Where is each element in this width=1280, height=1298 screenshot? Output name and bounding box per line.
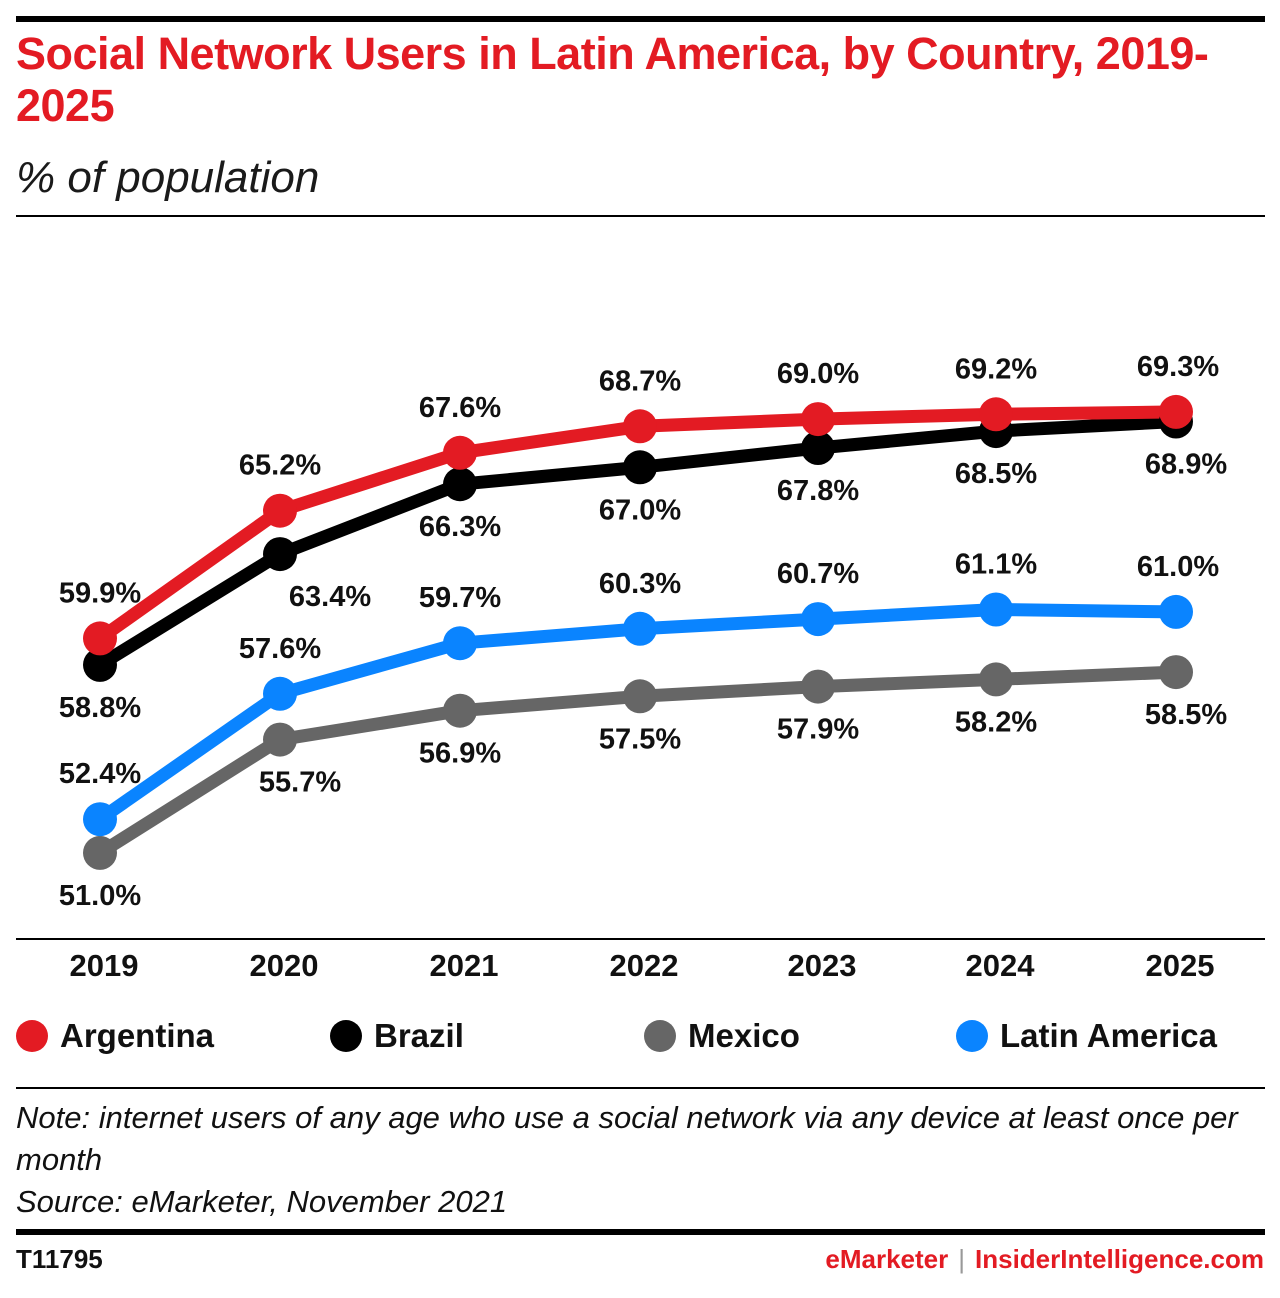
data-label-brazil-2022: 67.0% xyxy=(599,494,681,526)
data-point-brazil-2022 xyxy=(623,450,657,485)
brand-footer: eMarketer | InsiderIntelligence.com xyxy=(825,1244,1264,1275)
data-label-latin-america-2021: 59.7% xyxy=(419,582,501,614)
chart-id: T11795 xyxy=(16,1244,103,1274)
legend-marker-argentina xyxy=(16,1020,48,1052)
subtitle-rule xyxy=(16,215,1265,217)
data-label-argentina-2021: 67.6% xyxy=(419,392,501,424)
legend-label-brazil: Brazil xyxy=(374,1017,464,1054)
data-point-argentina-2020 xyxy=(263,493,297,528)
legend-item-latin-america: Latin America xyxy=(956,1012,1217,1060)
footnote: Note: internet users of any age who use … xyxy=(16,1100,1238,1177)
data-label-mexico-2020: 55.7% xyxy=(259,767,341,799)
data-point-argentina-2022 xyxy=(623,409,657,444)
data-label-mexico-2021: 56.9% xyxy=(419,738,501,770)
legend-label-mexico: Mexico xyxy=(688,1017,800,1054)
x-tick-label-2022: 2022 xyxy=(610,948,679,983)
data-point-mexico-2019 xyxy=(83,835,117,870)
legend-label-argentina: Argentina xyxy=(60,1017,215,1054)
data-point-latin-america-2021 xyxy=(443,626,477,661)
data-point-latin-america-2020 xyxy=(263,676,297,711)
data-point-mexico-2021 xyxy=(443,693,477,728)
data-point-latin-america-2019 xyxy=(83,802,117,837)
data-label-argentina-2020: 65.2% xyxy=(239,450,321,482)
data-point-mexico-2023 xyxy=(801,669,835,704)
data-label-brazil-2020: 63.4% xyxy=(289,581,371,613)
data-label-latin-america-2022: 60.3% xyxy=(599,568,681,600)
data-labels: 59.9% 65.2% 67.6% 68.7% 69.0% 69.2% 69.3% 58.8%… xyxy=(59,351,1227,912)
data-point-mexico-2022 xyxy=(623,679,657,714)
data-label-mexico-2019: 51.0% xyxy=(59,880,141,912)
data-label-argentina-2022: 68.7% xyxy=(599,365,681,397)
legend-item-brazil: Brazil xyxy=(330,1012,464,1060)
data-point-latin-america-2025 xyxy=(1159,594,1193,629)
data-label-argentina-2019: 59.9% xyxy=(59,577,141,609)
legend-label-latin-america: Latin America xyxy=(1000,1017,1218,1054)
data-label-argentina-2025: 69.3% xyxy=(1137,351,1219,383)
top-rule xyxy=(16,16,1265,22)
data-label-argentina-2023: 69.0% xyxy=(777,358,859,390)
chart-subtitle: % of population xyxy=(16,153,320,202)
data-label-mexico-2025: 58.5% xyxy=(1145,699,1227,731)
data-point-mexico-2025 xyxy=(1159,655,1193,690)
data-point-latin-america-2023 xyxy=(801,602,835,637)
data-label-mexico-2022: 57.5% xyxy=(599,723,681,755)
legend-marker-latin-america xyxy=(956,1020,988,1052)
data-point-brazil-2021 xyxy=(443,467,477,502)
data-point-argentina-2019 xyxy=(83,621,117,656)
data-label-brazil-2024: 68.5% xyxy=(955,458,1037,490)
x-tick-label-2025: 2025 xyxy=(1146,948,1215,983)
data-label-brazil-2021: 66.3% xyxy=(419,511,501,543)
legend-marker-mexico xyxy=(644,1020,676,1052)
data-point-argentina-2021 xyxy=(443,435,477,470)
data-label-brazil-2023: 67.8% xyxy=(777,475,859,507)
data-point-argentina-2024 xyxy=(979,397,1013,432)
brand-separator: | xyxy=(958,1244,966,1274)
x-tick-label-2021: 2021 xyxy=(430,948,499,983)
data-label-brazil-2019: 58.8% xyxy=(59,692,141,724)
data-label-latin-america-2024: 61.1% xyxy=(955,549,1037,581)
data-label-latin-america-2025: 61.0% xyxy=(1137,551,1219,583)
chart-title: Social Network Users in Latin America, b… xyxy=(16,28,1209,131)
data-point-latin-america-2024 xyxy=(979,592,1013,627)
brand-emarketer: eMarketer xyxy=(825,1244,949,1274)
line-chart: 59.9% 65.2% 67.6% 68.7% 69.0% 69.2% 69.3% 58.8%… xyxy=(16,351,1265,983)
bottom-rule xyxy=(16,1229,1265,1235)
data-point-brazil-2020 xyxy=(263,537,297,572)
data-label-latin-america-2019: 52.4% xyxy=(59,758,141,790)
data-label-mexico-2024: 58.2% xyxy=(955,706,1037,738)
data-label-argentina-2024: 69.2% xyxy=(955,353,1037,385)
data-label-latin-america-2020: 57.6% xyxy=(239,633,321,665)
brand-insider-intelligence[interactable]: InsiderIntelligence.com xyxy=(975,1244,1264,1274)
legend: Argentina Brazil Mexico Latin America xyxy=(16,1012,1266,1060)
source-note: Source: eMarketer, November 2021 xyxy=(16,1184,508,1219)
x-tick-label-2024: 2024 xyxy=(966,948,1036,983)
data-label-mexico-2023: 57.9% xyxy=(777,714,859,746)
data-point-brazil-2023 xyxy=(801,431,835,465)
data-point-mexico-2020 xyxy=(263,722,297,757)
series-points xyxy=(83,394,1193,870)
x-axis-ticks: 2019 2020 2021 2022 2023 2024 2025 xyxy=(70,948,1215,983)
legend-marker-brazil xyxy=(330,1020,362,1052)
data-label-brazil-2025: 68.9% xyxy=(1145,449,1227,481)
x-tick-label-2023: 2023 xyxy=(788,948,857,983)
data-point-mexico-2024 xyxy=(979,662,1013,697)
data-point-latin-america-2022 xyxy=(623,611,657,646)
data-point-brazil-2019 xyxy=(83,647,117,682)
legend-item-argentina: Argentina xyxy=(16,1012,214,1060)
data-label-latin-america-2023: 60.7% xyxy=(777,558,859,590)
data-point-argentina-2025 xyxy=(1159,394,1193,429)
data-point-argentina-2023 xyxy=(801,402,835,437)
x-tick-label-2019: 2019 xyxy=(70,948,139,983)
legend-rule xyxy=(16,1087,1265,1089)
legend-item-mexico: Mexico xyxy=(644,1012,800,1060)
x-tick-label-2020: 2020 xyxy=(250,948,319,983)
